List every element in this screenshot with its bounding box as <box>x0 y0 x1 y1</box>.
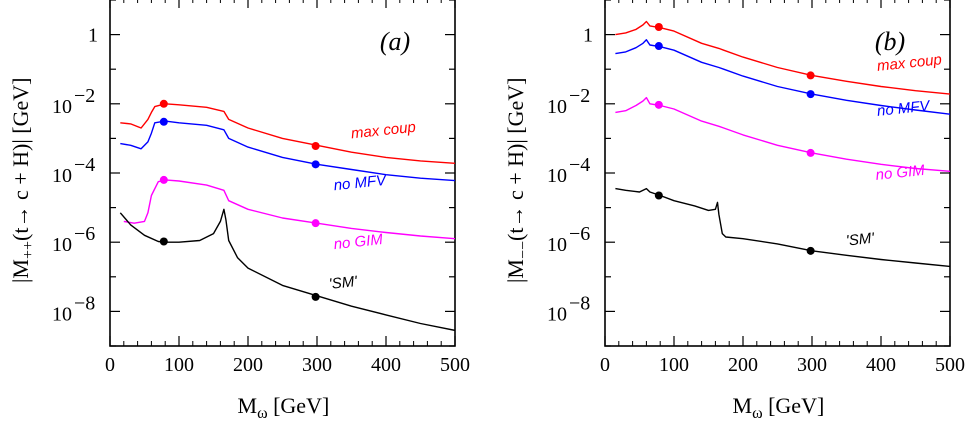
y-tick-label: 10 <box>547 96 567 118</box>
y-tick-exponent: −2 <box>74 85 95 107</box>
x-axis-title: Mω [GeV] <box>733 393 825 422</box>
y-tick-label: 10 <box>52 303 72 325</box>
y-axis-title: |M++(t→ c + H)| [GeV] <box>8 78 37 283</box>
series-label-no-mfv: no MFV <box>876 97 932 120</box>
y-tick-label: 1 <box>583 25 593 47</box>
x-tick-label: 100 <box>659 354 689 376</box>
series-label-no-gim: no GIM <box>333 231 384 253</box>
series-marker-sm <box>311 292 320 301</box>
x-tick-label: 0 <box>600 354 610 376</box>
series-line-sm <box>119 208 455 332</box>
y-tick-label: 10 <box>547 234 567 256</box>
series-marker-no-gim <box>159 175 168 184</box>
series-marker-no-gim <box>311 219 320 228</box>
panel-label: (b) <box>875 27 905 56</box>
series-label-max-coup: max coup <box>350 119 416 143</box>
y-tick-exponent: −6 <box>74 223 95 245</box>
series-marker-max-coup <box>159 99 168 108</box>
series-line-max-coup <box>615 20 950 95</box>
series-marker-sm <box>159 237 168 246</box>
y-tick-exponent: −4 <box>569 154 590 176</box>
x-tick-label: 300 <box>797 354 827 376</box>
x-tick-label: 400 <box>866 354 896 376</box>
series-line-no-gim <box>123 179 455 240</box>
series-marker-no-mfv <box>654 42 663 51</box>
y-axis-title: |M−−(t→ c + H)| [GeV] <box>503 78 532 283</box>
series-label-no-mfv: no MFV <box>333 172 389 195</box>
plot-area <box>615 20 950 268</box>
series-line-no-mfv <box>615 39 950 115</box>
x-tick-label: 500 <box>935 354 965 376</box>
series-marker-no-gim <box>654 100 663 109</box>
panel-label: (a) <box>380 27 410 56</box>
plot-frame <box>109 0 456 347</box>
series-line-sm <box>615 187 950 268</box>
y-tick-label: 10 <box>52 165 72 187</box>
y-tick-exponent: −4 <box>74 154 95 176</box>
x-axis-title: Mω [GeV] <box>238 393 330 422</box>
x-tick-label: 300 <box>302 354 332 376</box>
series-marker-max-coup <box>311 142 320 151</box>
x-tick-label: 500 <box>440 354 470 376</box>
series-label-sm: 'SM' <box>328 273 359 293</box>
series-marker-max-coup <box>806 71 815 80</box>
y-tick-label: 10 <box>52 234 72 256</box>
x-tick-label: 400 <box>371 354 401 376</box>
y-tick-label: 10 <box>547 165 567 187</box>
series-marker-no-mfv <box>311 160 320 169</box>
y-tick-label: 10 <box>547 303 567 325</box>
series-marker-no-mfv <box>159 117 168 126</box>
y-tick-label: 1 <box>88 25 98 47</box>
y-tick-exponent: −2 <box>569 85 590 107</box>
y-tick-exponent: −8 <box>74 292 95 314</box>
series-line-max-coup <box>120 103 455 164</box>
series-label-sm: 'SM' <box>845 230 876 250</box>
x-tick-label: 100 <box>164 354 194 376</box>
series-label-no-gim: no GIM <box>875 162 926 184</box>
series-marker-sm <box>654 191 663 200</box>
x-tick-label: 200 <box>728 354 758 376</box>
x-tick-label: 200 <box>233 354 263 376</box>
plot-area <box>119 99 455 332</box>
y-tick-exponent: −6 <box>569 223 590 245</box>
series-marker-max-coup <box>654 22 663 31</box>
series-marker-no-gim <box>806 148 815 157</box>
y-tick-exponent: −8 <box>569 292 590 314</box>
series-label-max-coup: max coup <box>876 51 942 75</box>
series-line-no-gim <box>615 96 950 172</box>
series-marker-sm <box>806 246 815 255</box>
plot-frame <box>604 0 951 347</box>
x-tick-label: 0 <box>105 354 115 376</box>
y-tick-label: 10 <box>52 96 72 118</box>
series-line-no-mfv <box>120 120 455 182</box>
series-marker-no-mfv <box>806 90 815 99</box>
